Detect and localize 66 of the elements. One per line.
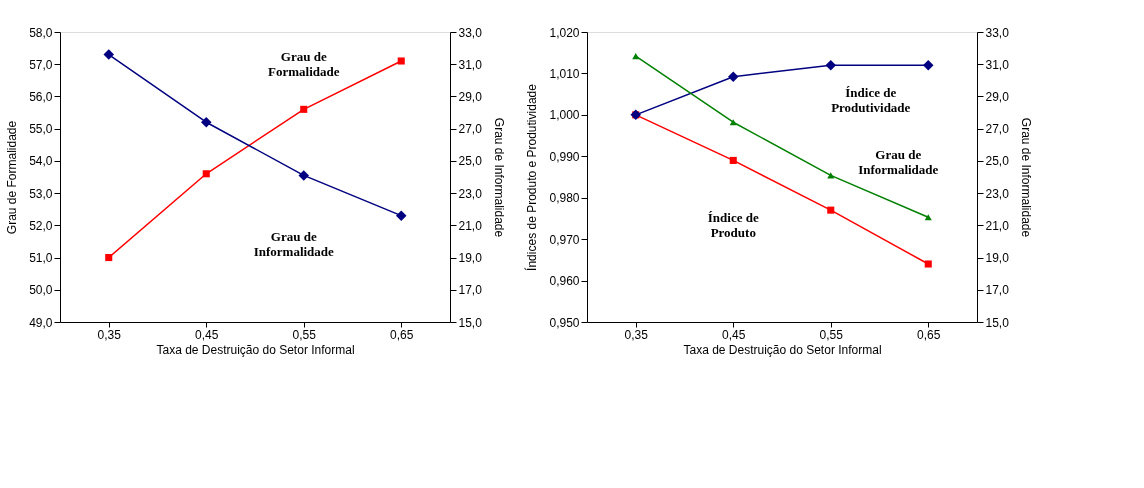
y2-axis-title: Grau de Informalidade xyxy=(1018,117,1033,238)
point xyxy=(202,170,210,178)
y-tick-label: 58,0 xyxy=(29,25,53,40)
point xyxy=(396,210,407,221)
y2-tick-label: 17,0 xyxy=(458,283,483,298)
y2-axis-title: Grau de Informalidade xyxy=(491,117,506,238)
y2-tick-label: 15,0 xyxy=(985,315,1010,330)
series-label: Índice de Produtividade xyxy=(831,85,911,116)
y2-tick-label: 27,0 xyxy=(985,122,1010,137)
y2-tick-label: 31,0 xyxy=(985,57,1010,72)
x-tick-label: 0,35 xyxy=(97,327,122,342)
y-tick-label: 1,000 xyxy=(549,108,580,123)
x-axis-title: Taxa de Destruição do Setor Informal xyxy=(683,342,882,357)
text: Grau de Informalidade xyxy=(253,229,335,260)
y2-tick-label: 19,0 xyxy=(458,251,483,266)
point xyxy=(201,116,212,128)
point xyxy=(300,105,308,113)
x-tick-label: 0,35 xyxy=(624,327,649,342)
y-axis-title: Grau de Formalidade xyxy=(5,120,20,235)
y2-tick-label: 27,0 xyxy=(458,122,483,137)
y-tick-label: 1,020 xyxy=(549,25,580,40)
y-tick-label: 50,0 xyxy=(29,283,53,298)
y2-tick-label: 19,0 xyxy=(985,251,1010,266)
y-axis-title: Índices de Produto e Produtividade xyxy=(524,83,540,271)
y2-tick-label: 25,0 xyxy=(458,154,483,169)
y-tick-label: 56,0 xyxy=(29,89,53,104)
y2-tick-label: 17,0 xyxy=(985,283,1010,298)
y-tick-label: 57,0 xyxy=(29,57,53,72)
y2-tick-label: 33,0 xyxy=(458,25,483,40)
point xyxy=(105,254,113,262)
x-tick-label: 0,65 xyxy=(390,327,414,342)
series-label: Grau de Informalidade xyxy=(858,147,939,178)
y2-tick-label: 23,0 xyxy=(985,186,1010,201)
y2-tick-label: 21,0 xyxy=(458,218,483,233)
y-tick-label: 55,0 xyxy=(29,122,53,137)
y2-tick-label: 23,0 xyxy=(458,186,483,201)
y-tick-label: 53,0 xyxy=(29,186,53,201)
point xyxy=(924,260,932,268)
y-tick-label: 1,010 xyxy=(549,66,580,81)
y-tick-label: 51,0 xyxy=(29,251,53,266)
y2-tick-label: 29,0 xyxy=(458,89,483,104)
y-tick-label: 0,960 xyxy=(549,274,580,289)
x-tick-label: 0,45 xyxy=(722,327,746,342)
y-tick-label: 49,0 xyxy=(29,315,53,330)
y2-tick-label: 15,0 xyxy=(458,315,483,330)
y-tick-label: 0,990 xyxy=(549,149,580,164)
x-tick-label: 0,45 xyxy=(195,327,219,342)
text: Índice de Produto xyxy=(707,210,759,241)
y2-tick-label: 31,0 xyxy=(458,57,483,72)
x-tick-label: 0,65 xyxy=(917,327,941,342)
point xyxy=(103,49,114,60)
x-tick-label: 0,55 xyxy=(819,327,844,342)
y2-tick-label: 33,0 xyxy=(985,25,1010,40)
x-axis-title: Taxa de Destruição do Setor Informal xyxy=(156,342,355,357)
y-tick-label: 54,0 xyxy=(29,154,53,169)
point xyxy=(298,170,309,181)
y-tick-label: 52,0 xyxy=(29,218,53,233)
y-tick-label: 0,980 xyxy=(549,191,580,206)
x-tick-label: 0,55 xyxy=(292,327,317,342)
y-tick-label: 0,970 xyxy=(549,232,580,247)
point xyxy=(397,57,405,65)
y-tick-label: 0,950 xyxy=(549,315,580,330)
series-label: Grau de Formalidade xyxy=(268,49,340,80)
y2-tick-label: 21,0 xyxy=(985,218,1010,233)
y2-tick-label: 25,0 xyxy=(985,154,1010,169)
y2-tick-label: 29,0 xyxy=(985,89,1010,104)
